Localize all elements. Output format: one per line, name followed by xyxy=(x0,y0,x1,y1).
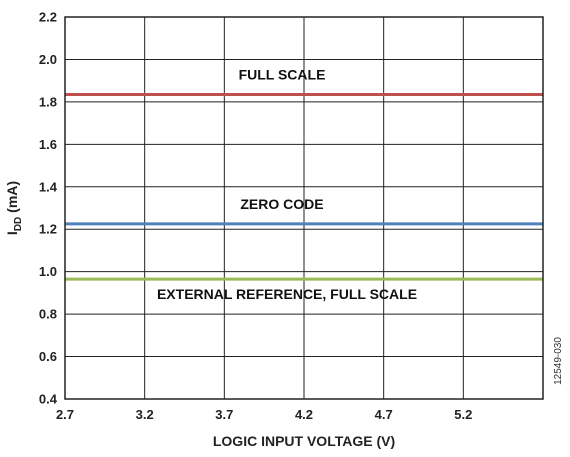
y-tick-label: 1.6 xyxy=(39,137,57,152)
x-tick-label: 3.2 xyxy=(136,407,154,422)
y-tick-label: 0.6 xyxy=(39,349,57,364)
y-axis-label-unit: (mA) xyxy=(4,181,20,217)
series-label-2: ZERO CODE xyxy=(240,196,323,212)
y-axis-label-subscript: DD xyxy=(13,217,24,231)
x-tick-label: 3.7 xyxy=(215,407,233,422)
y-axis-label: IDD (mA) xyxy=(4,181,24,235)
y-axis-label-main: I xyxy=(4,231,20,235)
x-tick-labels: 2.7 3.2 3.7 4.2 4.7 5.2 xyxy=(56,407,472,422)
figure-id: 12549-030 xyxy=(553,337,564,385)
y-tick-label: 1.0 xyxy=(39,264,57,279)
y-tick-label: 1.4 xyxy=(39,179,58,194)
x-tick-label: 4.2 xyxy=(295,407,313,422)
x-tick-label: 2.7 xyxy=(56,407,74,422)
series-label-3: EXTERNAL REFERENCE, FULL SCALE xyxy=(157,286,417,302)
plot-frame xyxy=(64,16,544,400)
x-tick-label: 5.2 xyxy=(454,407,472,422)
x-tick-label: 4.7 xyxy=(375,407,393,422)
y-tick-label: 2.0 xyxy=(39,52,57,67)
y-tick-label: 2.2 xyxy=(39,10,57,25)
y-tick-label: 0.8 xyxy=(39,307,57,322)
y-tick-label: 1.8 xyxy=(39,94,57,109)
series-lines xyxy=(65,92,543,281)
y-tick-labels: 0.4 0.6 0.8 1.0 1.2 1.4 1.6 1.8 2.0 2.2 xyxy=(39,10,58,407)
x-axis-label: LOGIC INPUT VOLTAGE (V) xyxy=(213,433,395,449)
y-tick-label: 0.4 xyxy=(39,392,58,407)
series-labels: FULL SCALE ZERO CODE EXTERNAL REFERENCE, F… xyxy=(157,66,417,302)
y-tick-label: 1.2 xyxy=(39,222,57,237)
series-label-1: FULL SCALE xyxy=(239,66,326,82)
